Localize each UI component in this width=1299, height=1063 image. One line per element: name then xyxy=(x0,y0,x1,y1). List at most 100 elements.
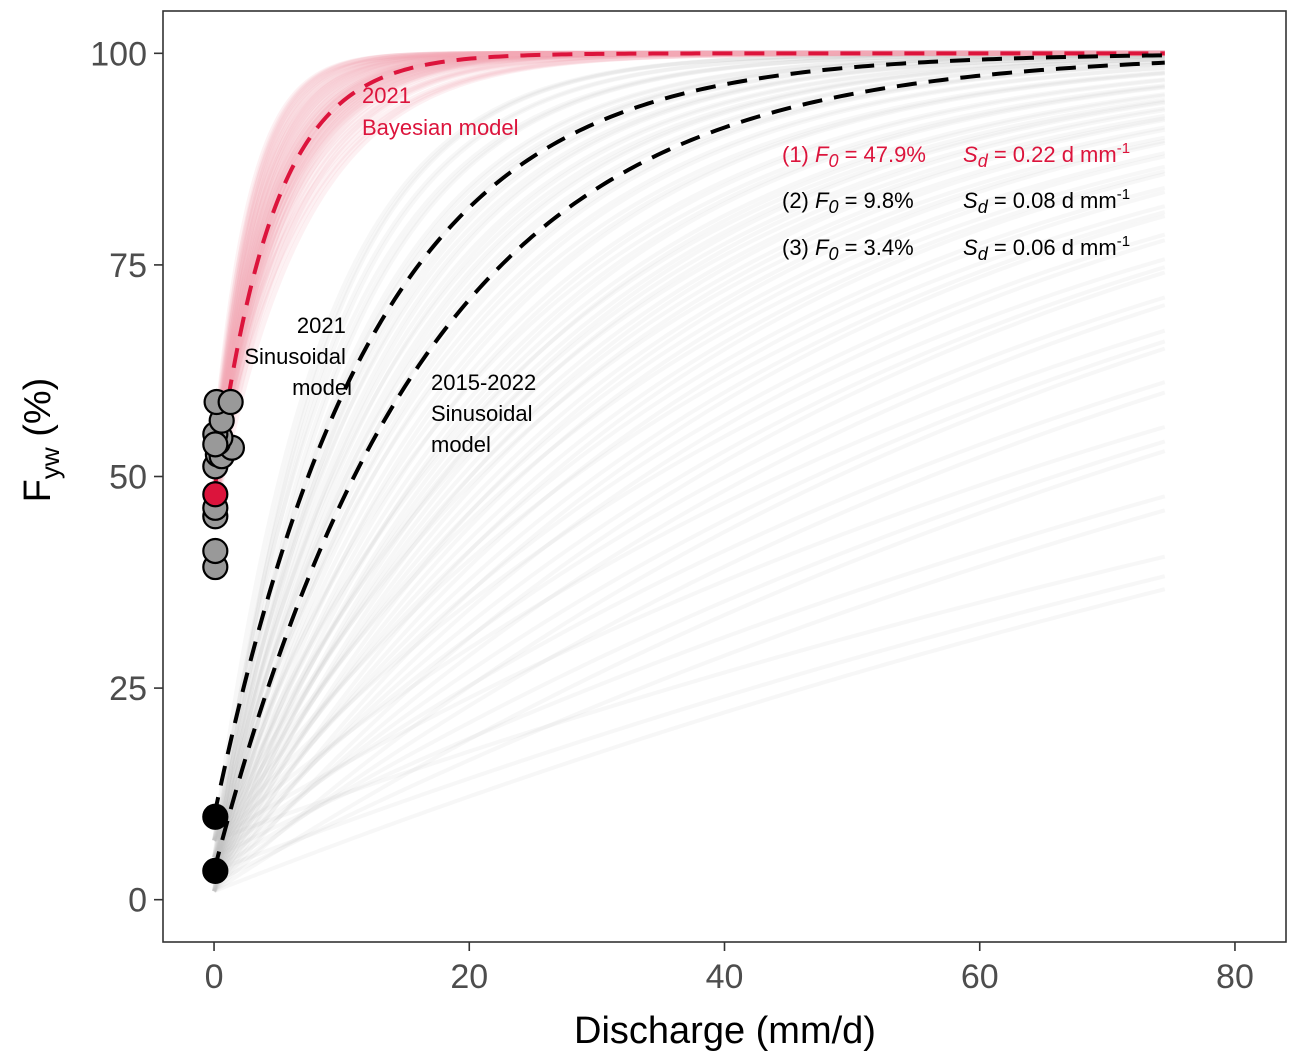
sinusoidal-ensemble-curve xyxy=(212,59,1165,884)
sinusoidal-ensemble-curve xyxy=(212,106,1166,859)
sinusoidal-ensemble-curve xyxy=(212,295,1166,859)
data-point xyxy=(202,857,229,885)
sinusoidal-ensemble-curve xyxy=(212,113,1166,842)
sinusoidal-ensemble-curve xyxy=(212,164,1166,842)
sinusoidal-ensemble-curve xyxy=(212,125,1166,859)
legend-row-1-sd: Sd = 0.22 d mm-1 xyxy=(963,140,1130,171)
data-point xyxy=(202,431,229,458)
model-curve-3 xyxy=(212,60,1165,872)
sinusoidal-ensemble-curve xyxy=(212,449,1166,893)
sinusoidal-ensemble-curve xyxy=(212,232,1166,859)
sinusoidal-ensemble-curve xyxy=(212,99,1166,872)
sinusoidal-ensemble-curve xyxy=(212,85,1166,892)
sinusoidal-ensemble-curve xyxy=(212,83,1165,842)
sinusoidal-ensemble-curve xyxy=(212,214,1166,893)
sinusoidal-ensemble-curve xyxy=(213,587,1166,894)
sinusoidal-ensemble-curve xyxy=(212,425,1166,843)
sinusoidal-ensemble-curve xyxy=(212,54,1165,892)
sinusoidal-ensemble-curve xyxy=(212,328,1166,842)
sinusoidal-ensemble-curve xyxy=(212,84,1165,872)
x-tick-label: 20 xyxy=(450,958,488,996)
sinusoidal-ensemble-curve xyxy=(212,172,1166,893)
x-tick-label: 40 xyxy=(706,958,744,996)
legend-row-3-sd: Sd = 0.06 d mm-1 xyxy=(963,233,1130,264)
sinusoidal-ensemble-curve xyxy=(212,238,1166,884)
y-tick-label: 75 xyxy=(109,247,147,285)
bayesian-annotation-line1: 2021 xyxy=(362,83,411,108)
data-point xyxy=(202,803,229,830)
x-axis-title: Discharge (mm/d) xyxy=(574,1010,876,1052)
sinusoidal-ensemble-curve xyxy=(212,93,1166,884)
y-tick-label: 25 xyxy=(109,670,147,708)
sinusoidal-ensemble-curve xyxy=(212,54,1165,872)
sinusoidal-ensemble-curve xyxy=(212,78,1165,884)
legend-row-2-sd: Sd = 0.08 d mm-1 xyxy=(963,186,1130,217)
sinusoidal-ensemble-curve xyxy=(212,51,1165,841)
sinusoidal-ensemble-curve xyxy=(213,554,1166,843)
sinusoidal-ensemble-curve xyxy=(212,265,1166,873)
sinusoidal-ensemble-curve xyxy=(212,71,1165,892)
sinusoidal-ensemble-curve xyxy=(212,390,1166,885)
observed-points xyxy=(202,388,246,885)
sinusoidal-2021-annotation: 2021 Sinusoidal model xyxy=(244,313,352,400)
bayesian-annotation: 2021 Bayesian model xyxy=(362,83,519,140)
sinusoidal-2021-annotation-line3: model xyxy=(292,375,352,400)
legend-row-1: (1) F0 = 47.9% xyxy=(782,142,926,171)
y-axis-title-main: F xyxy=(17,479,59,502)
sinusoidal-ensemble-curve xyxy=(213,574,1166,873)
model-curves xyxy=(212,51,1165,872)
sinusoidal-ensemble-curve xyxy=(212,108,1166,884)
parameter-legend: (1) F0 = 47.9% Sd = 0.22 d mm-1 (2) F0 =… xyxy=(782,140,1130,264)
sinusoidal-ensemble-curve xyxy=(212,57,1165,841)
sinusoidal-ensemble-curve xyxy=(212,70,1165,842)
sinusoidal-2015-2022-annotation-line3: model xyxy=(431,432,491,457)
sinusoidal-ensemble-curve xyxy=(212,346,1166,893)
y-tick-label: 0 xyxy=(128,882,147,920)
sinusoidal-ensemble-curve xyxy=(212,117,1166,893)
sinusoidal-ensemble-curve xyxy=(212,55,1165,858)
data-point xyxy=(202,481,229,508)
sinusoidal-ensemble-curve xyxy=(212,54,1165,841)
sinusoidal-ensemble-curve xyxy=(212,141,1166,893)
sinusoidal-ensemble-curve xyxy=(212,97,1166,842)
data-point xyxy=(202,537,229,565)
sinusoidal-ensemble-curve xyxy=(212,66,1165,884)
sinusoidal-ensemble-curve xyxy=(212,77,1165,858)
sinusoidal-ensemble-curve xyxy=(213,508,1166,885)
y-tick-label: 100 xyxy=(90,35,147,73)
sinusoidal-ensemble-curve xyxy=(212,204,1166,842)
sinusoidal-2021-annotation-line2: Sinusoidal xyxy=(244,344,346,369)
x-tick-label: 60 xyxy=(961,958,999,996)
sinusoidal-ensemble-curve xyxy=(212,270,1166,893)
sinusoidal-ensemble-curve xyxy=(212,52,1165,884)
model-curve-1 xyxy=(212,51,1165,495)
sinusoidal-2021-annotation-line1: 2021 xyxy=(297,313,346,338)
sinusoidal-ensemble-curve xyxy=(212,380,1166,859)
sinusoidal-ensemble-curve xyxy=(212,154,1166,884)
sinusoidal-ensemble-curve xyxy=(212,303,1166,885)
legend-row-3: (3) F0 = 3.4% xyxy=(782,235,914,264)
sinusoidal-ensemble-curve xyxy=(212,51,1165,872)
sinusoidal-ensemble-curve xyxy=(212,135,1166,842)
sinusoidal-ensemble-curve xyxy=(212,62,1165,892)
data-point xyxy=(217,388,244,416)
sinusoidal-ensemble-curve xyxy=(212,151,1166,859)
bayesian-annotation-line2: Bayesian model xyxy=(362,115,519,140)
sinusoidal-2015-2022-annotation: 2015-2022 Sinusoidal model xyxy=(431,370,542,457)
sinusoidal-2015-2022-annotation-line2: Sinusoidal xyxy=(431,401,533,426)
sinusoidal-ensemble-curve xyxy=(212,57,1165,872)
sinusoidal-ensemble-curve xyxy=(212,185,1166,859)
sinusoidal-ensemble-curve xyxy=(212,138,1166,872)
sinusoidal-2015-2022-annotation-line1: 2015-2022 xyxy=(431,370,536,395)
y-axis-title-suffix: (%) xyxy=(17,378,59,448)
sinusoidal-ensemble-curve xyxy=(212,127,1166,884)
sinusoidal-ensemble-curve xyxy=(212,62,1165,872)
x-tick-label: 0 xyxy=(205,958,224,996)
legend-row-2: (2) F0 = 9.8% xyxy=(782,188,914,217)
sinusoidal-ensemble-curve xyxy=(212,57,1165,892)
sinusoidal-ensemble-curve xyxy=(212,51,1165,892)
sinusoidal-ensemble-curve xyxy=(212,116,1166,872)
sinusoidal-ensemble-curve xyxy=(212,339,1166,873)
sinusoidal-ensemble-curve xyxy=(212,92,1166,859)
model-curve-2 xyxy=(212,53,1165,818)
